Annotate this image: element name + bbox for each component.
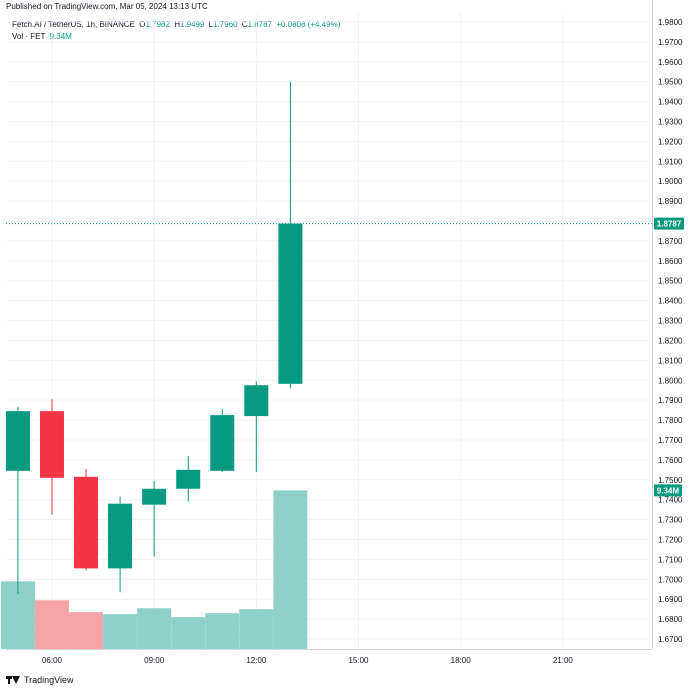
volume-bar-5 xyxy=(171,617,206,649)
y-tick-label-14: 1.8100 xyxy=(658,356,683,365)
candle-body-8 xyxy=(278,223,303,384)
x-tick-label-0: 06:00 xyxy=(42,656,63,665)
y-tick-label-26: 1.9300 xyxy=(658,117,683,126)
volume-bar-1 xyxy=(34,600,69,649)
x-tick-label-4: 18:00 xyxy=(451,656,472,665)
y-tick-label-19: 1.8600 xyxy=(658,257,683,266)
y-tick-label-10: 1.7700 xyxy=(658,436,683,445)
low-value: 1.7960 xyxy=(213,20,238,29)
y-tick-label-25: 1.9200 xyxy=(658,137,683,146)
y-tick-label-11: 1.7800 xyxy=(658,416,683,425)
x-tick-label-5: 21:00 xyxy=(553,656,574,665)
y-tick-label-1: 1.6800 xyxy=(658,615,683,624)
y-tick-label-6: 1.7300 xyxy=(658,516,683,525)
candle-body-1 xyxy=(39,411,64,478)
y-tick-label-20: 1.8700 xyxy=(658,237,683,246)
y-tick-label-24: 1.9100 xyxy=(658,157,683,166)
y-tick-label-5: 1.7200 xyxy=(658,536,683,545)
y-tick-label-22: 1.8900 xyxy=(658,197,683,206)
volume-badge-label: 9.34M xyxy=(657,486,680,495)
y-tick-label-30: 1.9700 xyxy=(658,38,683,47)
volume-bar-4 xyxy=(137,608,172,649)
candle-body-3 xyxy=(108,503,133,569)
x-tick-label-3: 15:00 xyxy=(348,656,369,665)
y-tick-label-3: 1.7000 xyxy=(658,575,683,584)
candle-body-0 xyxy=(5,411,30,471)
y-tick-label-18: 1.8500 xyxy=(658,277,683,286)
legend-ohlc: Fetch.AI / TetherUS, 1h, BINANCE O1.7982… xyxy=(12,20,342,29)
candle-body-4 xyxy=(142,488,167,505)
volume-badge xyxy=(654,484,682,497)
tradingview-logo[interactable]: TradingView xyxy=(6,675,74,685)
volume-bar-3 xyxy=(103,614,138,649)
y-tick-label-16: 1.8300 xyxy=(658,317,683,326)
symbol-label: Fetch.AI / TetherUS, 1h, BINANCE xyxy=(12,20,136,29)
x-tick-label-1: 09:00 xyxy=(144,656,165,665)
volume-bar-8 xyxy=(273,490,308,649)
y-tick-label-7: 1.7400 xyxy=(658,496,683,505)
legend-volume: Vol · FET 9.34M xyxy=(12,32,74,41)
y-tick-label-23: 1.9000 xyxy=(658,177,683,186)
high-value: 1.9499 xyxy=(179,20,205,29)
candle-body-7 xyxy=(244,385,269,417)
published-note: Published on TradingView.com, Mar 05, 20… xyxy=(6,2,208,11)
volume-value: 9.34M xyxy=(49,32,72,41)
close-label: C xyxy=(241,20,248,29)
y-tick-label-27: 1.9400 xyxy=(658,98,683,107)
y-tick-label-29: 1.9600 xyxy=(658,58,683,67)
tradingview-brand-label: TradingView xyxy=(24,675,74,685)
volume-bar-6 xyxy=(205,613,240,649)
volume-label: Vol · FET xyxy=(12,32,46,41)
y-tick-label-17: 1.8400 xyxy=(658,297,683,306)
last-price-badge xyxy=(654,217,684,230)
change-value: +0.0808 (+4.49%) xyxy=(276,20,341,29)
last-price-label: 1.8787 xyxy=(657,220,682,229)
x-tick-label-2: 12:00 xyxy=(246,656,267,665)
y-tick-label-15: 1.8200 xyxy=(658,336,683,345)
candle-body-6 xyxy=(210,415,235,471)
y-tick-label-28: 1.9500 xyxy=(658,78,683,87)
y-tick-label-13: 1.8000 xyxy=(658,376,683,385)
volume-bar-7 xyxy=(239,609,274,649)
y-tick-label-4: 1.7100 xyxy=(658,555,683,564)
y-tick-label-9: 1.7600 xyxy=(658,456,683,465)
y-tick-label-2: 1.6900 xyxy=(658,595,683,604)
volume-bar-2 xyxy=(69,612,104,649)
tradingview-logo-icon xyxy=(6,676,20,684)
y-tick-label-0: 1.6700 xyxy=(658,635,683,644)
candle-body-2 xyxy=(74,476,99,569)
y-tick-label-8: 1.7500 xyxy=(658,476,683,485)
close-value: 1.8787 xyxy=(247,20,273,29)
candle-body-5 xyxy=(176,469,201,489)
y-tick-label-12: 1.7900 xyxy=(658,396,683,405)
open-label: O xyxy=(139,20,146,29)
open-value: 1.7982 xyxy=(145,20,170,29)
y-tick-label-31: 1.9800 xyxy=(658,18,683,27)
high-label: H xyxy=(174,20,180,29)
low-label: L xyxy=(208,20,214,29)
